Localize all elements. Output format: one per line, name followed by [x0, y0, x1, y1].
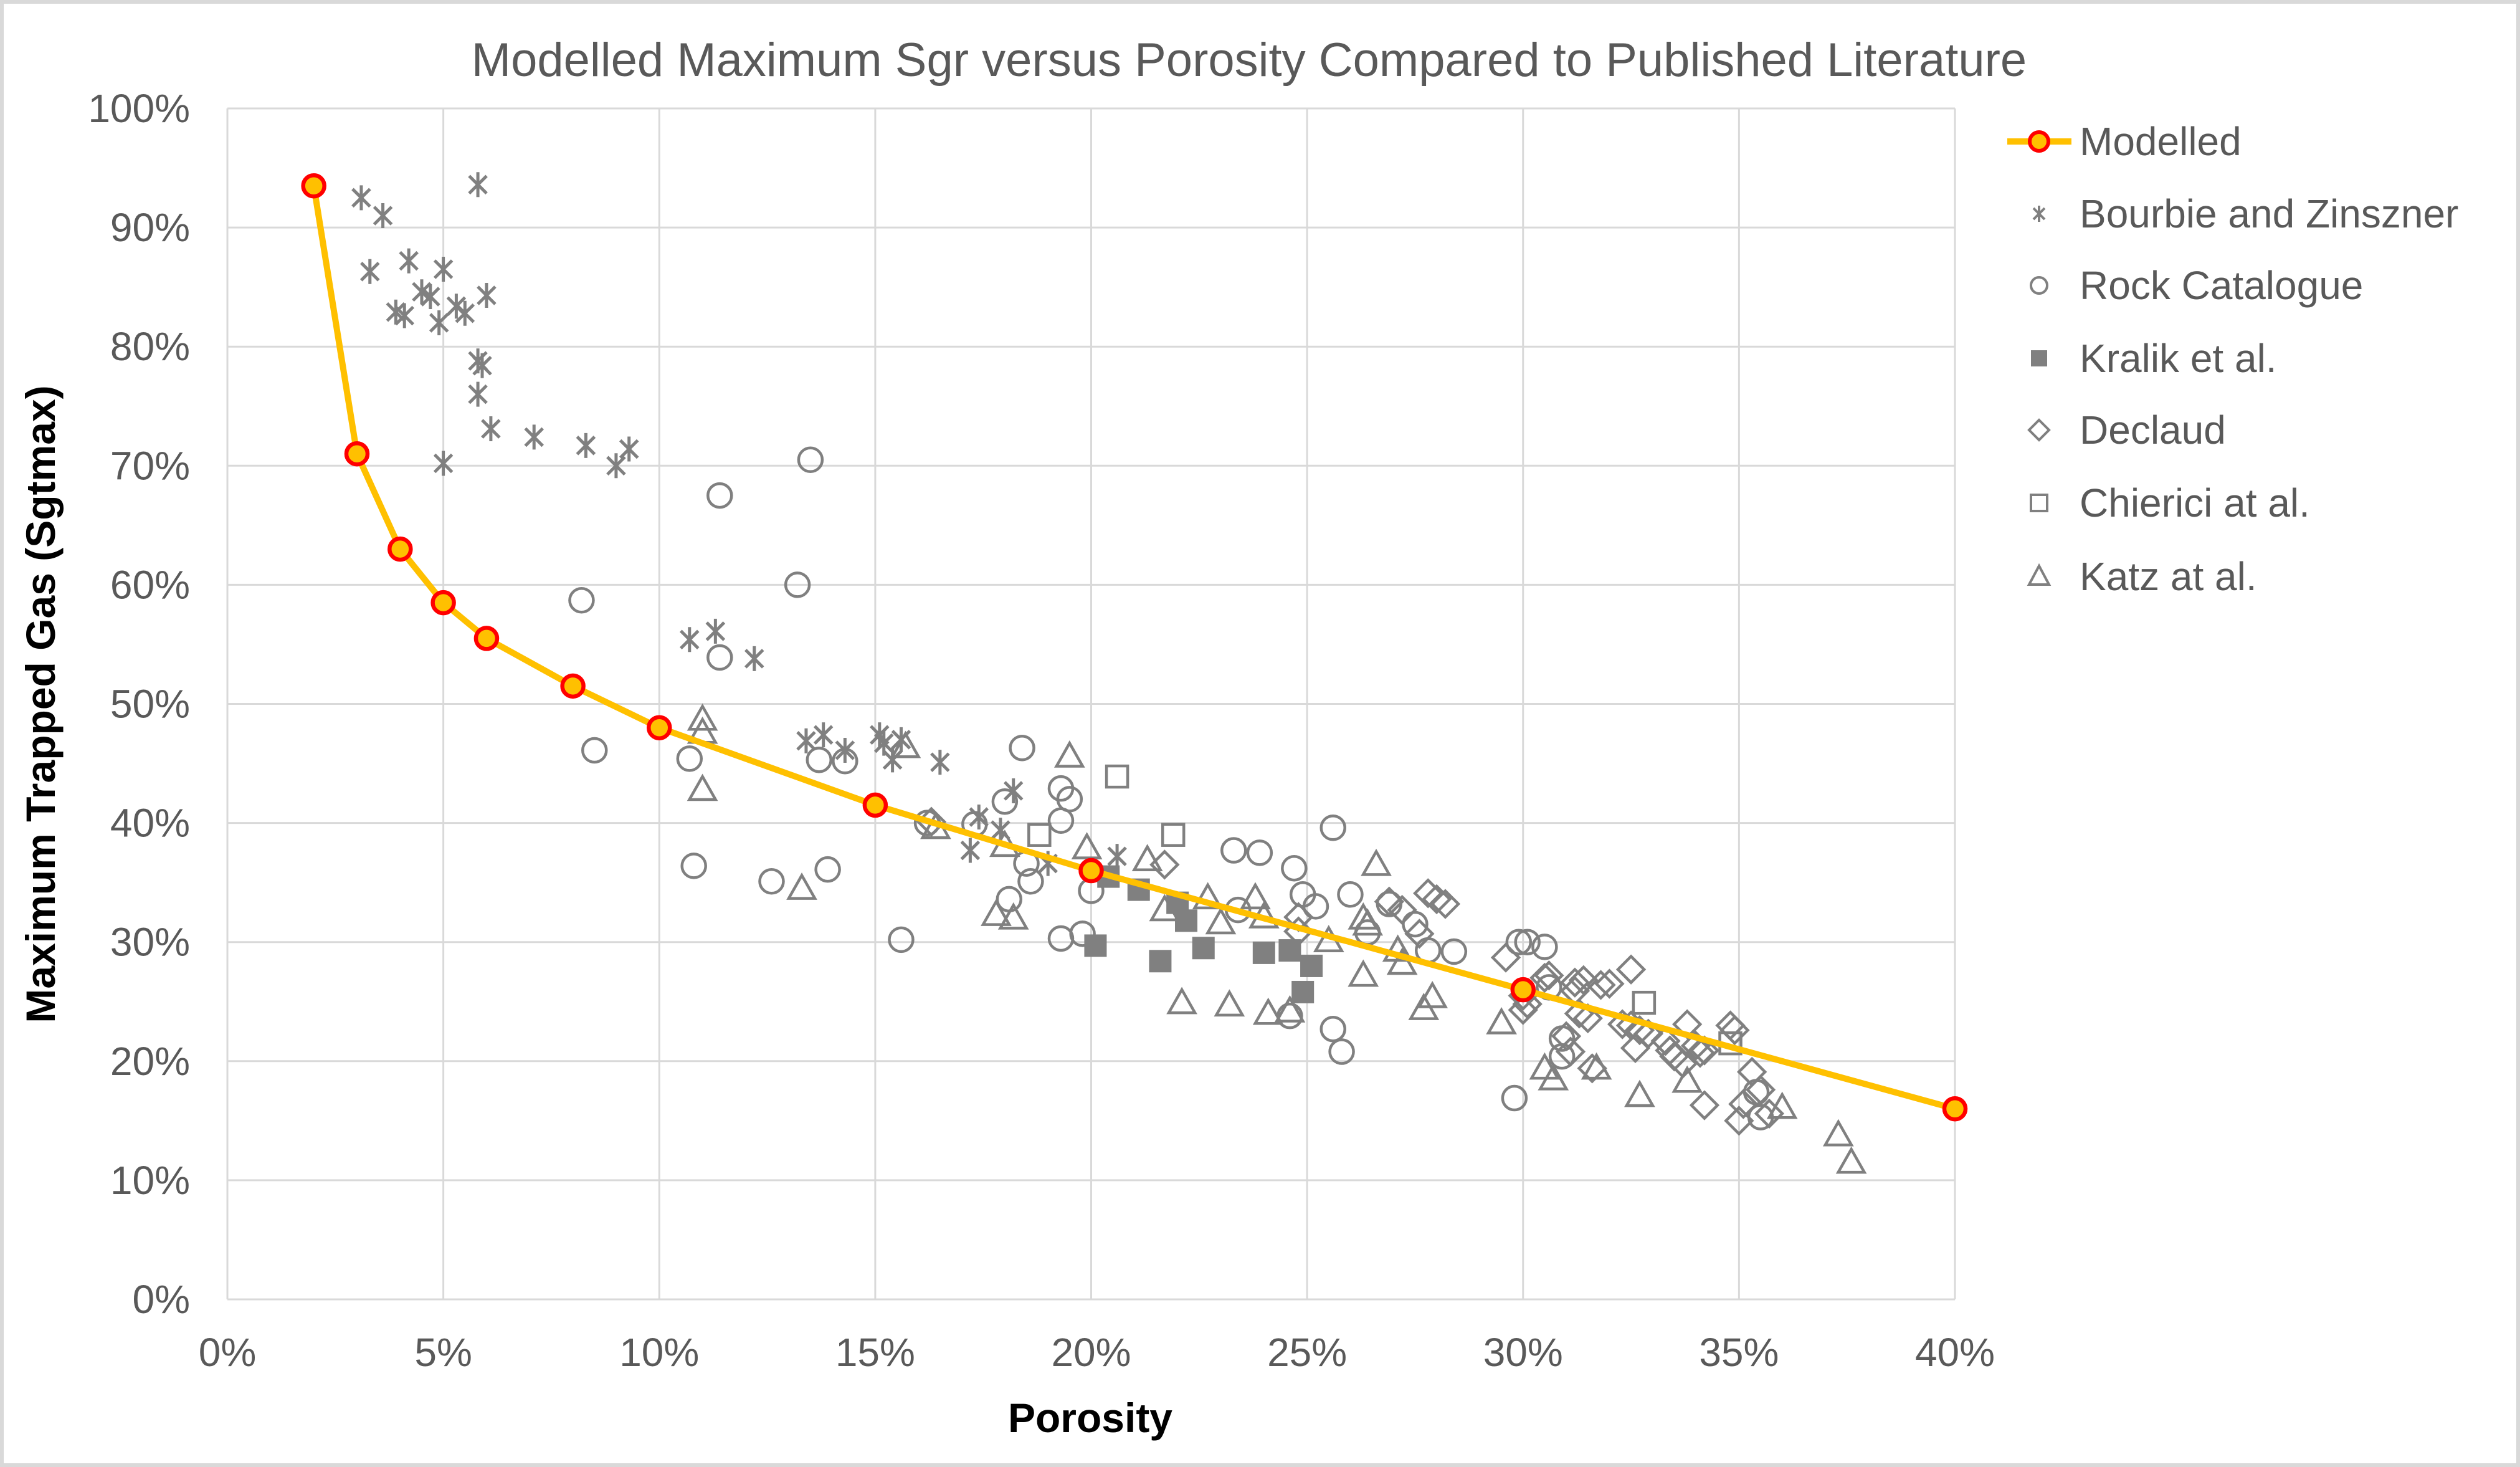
x-tick-label: 35%	[1699, 1330, 1779, 1375]
open-square-marker-icon	[2030, 494, 2048, 512]
x-tick-label: 0%	[199, 1330, 257, 1375]
modelled-data-point	[344, 441, 370, 467]
legend-item-rock-catalogue: Rock Catalogue	[2030, 263, 2363, 308]
y-tick-label: 20%	[110, 1039, 190, 1084]
y-tick-label: 40%	[110, 801, 190, 846]
star-marker-icon	[2032, 206, 2046, 222]
legend-label: Chierici at al.	[2080, 480, 2310, 525]
modelled-data-point	[1942, 1096, 1968, 1122]
y-tick-label: 30%	[110, 920, 190, 965]
y-tick-label: 0%	[133, 1277, 191, 1322]
legend-item-katz: Katz at al.	[2027, 554, 2257, 599]
y-tick-label: 60%	[110, 562, 190, 607]
modelled-data-point	[473, 626, 500, 651]
legend-label: Bourbie and Zinszner	[2080, 191, 2458, 236]
y-tick-label: 70%	[110, 443, 190, 488]
diamond-marker-icon	[2027, 418, 2051, 442]
modelled-data-point	[647, 715, 672, 740]
y-tick-label: 90%	[110, 205, 190, 250]
modelled-data-point	[862, 792, 888, 818]
legend-label: Kralik et al.	[2080, 336, 2277, 381]
filled-square-marker-icon	[2031, 350, 2047, 366]
legend: Modelled Bourbie and Zinszner Rock Catal…	[2007, 119, 2458, 599]
x-tick-label: 15%	[835, 1330, 915, 1375]
legend-item-kralik: Kralik et al.	[2031, 336, 2277, 381]
x-tick-label: 5%	[414, 1330, 472, 1375]
y-tick-label: 100%	[88, 86, 190, 131]
legend-label: Rock Catalogue	[2080, 263, 2363, 308]
modelled-marker-icon	[2028, 130, 2050, 153]
legend-item-declaud: Declaud	[2027, 408, 2226, 452]
circle-marker-icon	[2030, 276, 2048, 295]
series-katz-at-al-	[687, 703, 1867, 1174]
legend-label: Katz at al.	[2080, 554, 2257, 599]
y-axis-tick-labels: 0% 10% 20% 30% 40% 50% 60% 70% 80% 90% 100%	[88, 86, 190, 1322]
chart-title: Modelled Maximum Sgr versus Porosity Com…	[472, 34, 2027, 87]
legend-item-bourbie-and-zinszner: Bourbie and Zinszner	[2032, 191, 2458, 236]
modelled-data-point	[430, 590, 456, 616]
legend-label: Declaud	[2080, 408, 2226, 452]
legend-item-modelled: Modelled	[2007, 119, 2242, 164]
modelled-data-point	[560, 673, 586, 699]
x-axis-title: Porosity	[1008, 1395, 1172, 1441]
modelled-data-point	[388, 536, 413, 562]
x-tick-label: 40%	[1915, 1330, 1995, 1375]
legend-label: Modelled	[2080, 119, 2242, 164]
y-tick-label: 80%	[110, 324, 190, 369]
x-axis-tick-labels: 0% 5% 10% 15% 20% 25% 30% 35% 40%	[199, 1330, 1995, 1375]
modelled-series-layer	[301, 173, 1968, 1122]
x-tick-label: 20%	[1051, 1330, 1131, 1375]
modelled-data-point	[301, 173, 326, 199]
x-tick-label: 10%	[619, 1330, 699, 1375]
gridlines	[226, 107, 1956, 1301]
y-tick-label: 10%	[110, 1158, 190, 1203]
y-tick-label: 50%	[110, 682, 190, 727]
triangle-marker-icon	[2027, 563, 2052, 586]
modelled-data-point	[1510, 977, 1536, 1003]
y-axis-title: Maximum Trapped Gas (Sgtmax)	[17, 385, 64, 1023]
x-tick-label: 25%	[1267, 1330, 1347, 1375]
x-tick-label: 30%	[1483, 1330, 1563, 1375]
legend-item-chierici: Chierici at al.	[2030, 480, 2310, 525]
series-bourbie-and-zinszner	[351, 172, 1127, 876]
modelled-data-point	[1078, 858, 1104, 884]
